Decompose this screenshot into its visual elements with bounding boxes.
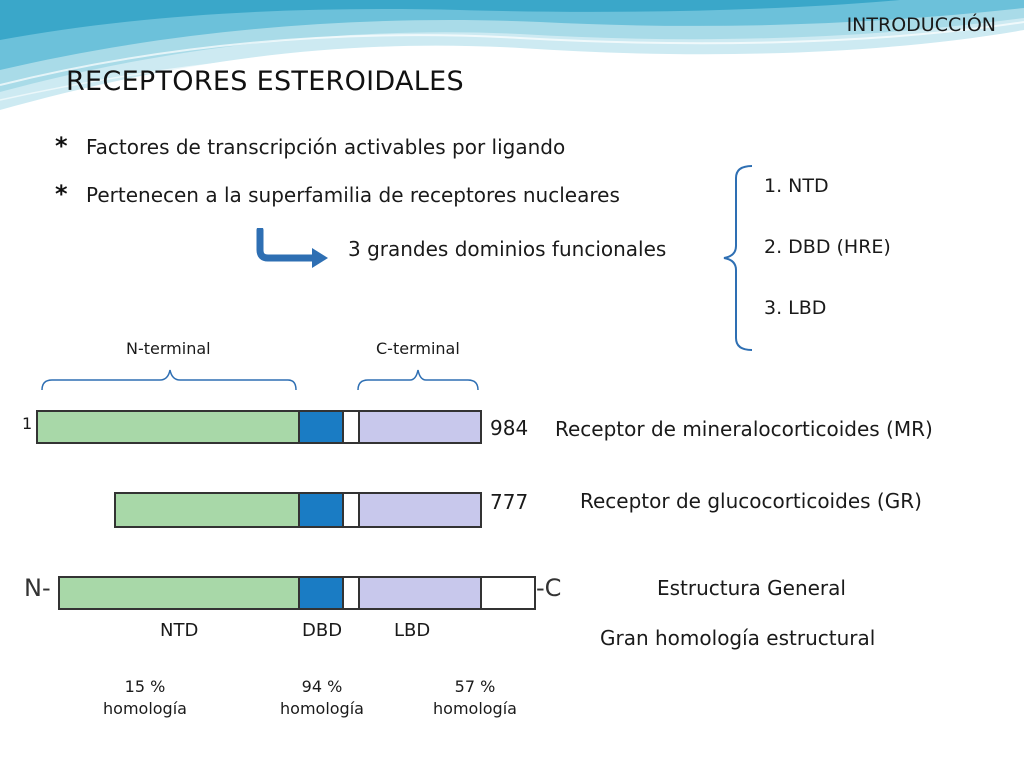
homology-word: homología [280,699,364,718]
bullet-marker: * [55,180,68,208]
general-n-label: N- [24,574,51,602]
header-wave-decoration [0,0,1024,110]
mr-dbd-segment [298,410,344,444]
homology-dbd: 94 % homología [262,676,382,720]
gr-receptor-label: Receptor de glucocorticoides (GR) [580,489,922,513]
bent-arrow-icon [256,228,328,268]
general-lbd-segment [358,576,482,610]
domains-intro-text: 3 grandes dominios funcionales [348,237,667,261]
general-cterm-segment [480,576,536,610]
mr-end-number: 984 [490,416,529,440]
general-ntd-segment [58,576,300,610]
domain-label-ntd: NTD [160,620,199,641]
bullet-text: Pertenecen a la superfamilia de receptor… [86,183,620,207]
mr-start-number: 1 [22,414,33,433]
general-c-label: -C [536,574,562,602]
homology-percent: 15 % [124,677,166,696]
gr-ntd-segment [114,492,300,528]
gr-lbd-segment [358,492,482,528]
bullet-marker: * [55,132,68,160]
domain-label-lbd: LBD [394,620,431,641]
gr-dbd-segment [298,492,344,528]
structural-homology-text: Gran homología estructural [600,626,876,650]
n-terminal-brace-icon [41,369,297,391]
curly-brace-icon [723,165,753,351]
c-terminal-label: C-terminal [376,339,460,358]
homology-percent: 94 % [301,677,343,696]
gr-end-number: 777 [490,490,529,514]
slide-title: RECEPTORES ESTEROIDALES [66,66,464,97]
c-terminal-brace-icon [357,369,479,391]
bullet-text: Factores de transcripción activables por… [86,135,566,159]
general-structure-title: Estructura General [657,576,846,600]
section-label: INTRODUCCIÓN [846,14,996,36]
domain-label-dbd: DBD [302,620,343,641]
domain-item-ntd: 1. NTD [764,175,829,197]
homology-ntd: 15 % homología [85,676,205,720]
mr-receptor-label: Receptor de mineralocorticoides (MR) [555,417,933,441]
homology-word: homología [433,699,517,718]
mr-ntd-segment [36,410,300,444]
homology-word: homología [103,699,187,718]
homology-lbd: 57 % homología [415,676,535,720]
general-dbd-segment [298,576,344,610]
domain-item-lbd: 3. LBD [764,297,827,319]
mr-lbd-segment [358,410,482,444]
homology-percent: 57 % [454,677,496,696]
n-terminal-label: N-terminal [126,339,211,358]
domain-item-dbd: 2. DBD (HRE) [764,236,891,258]
